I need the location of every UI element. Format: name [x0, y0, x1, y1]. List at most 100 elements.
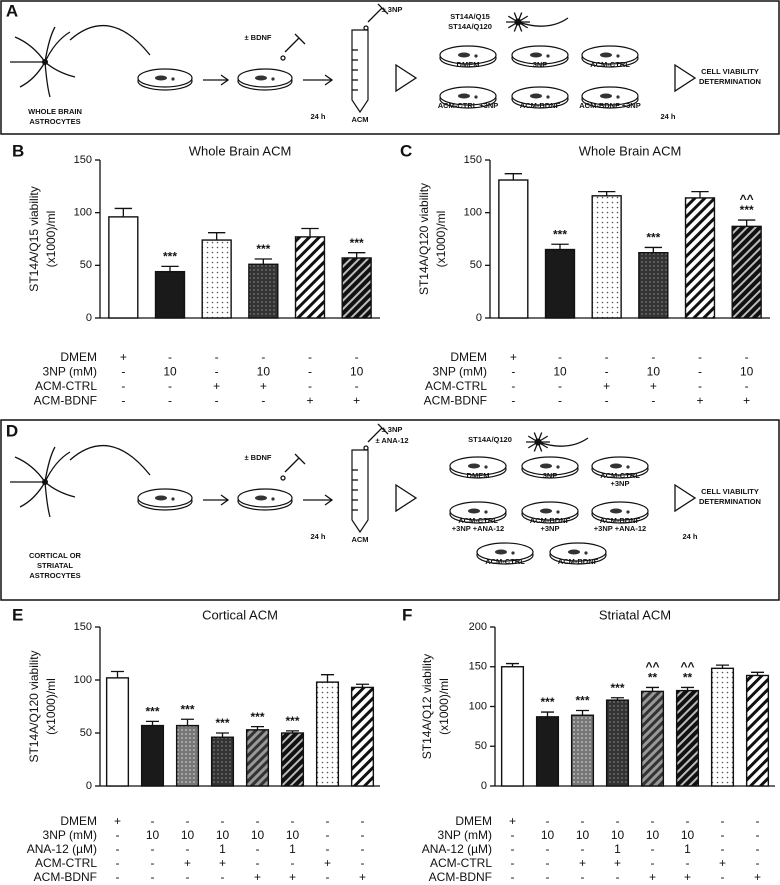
condition-cell: +	[184, 856, 191, 870]
condition-cell: +	[743, 394, 750, 408]
acm-tube	[351, 29, 369, 114]
condition-label: 3NP (mM)	[433, 365, 487, 379]
condition-cell: -	[215, 394, 219, 408]
bar	[500, 666, 525, 787]
condition-cell: 10	[286, 828, 300, 842]
significance-label: ***	[350, 236, 364, 250]
dish-label: ACM-BDNF	[600, 516, 641, 525]
condition-cell: +	[684, 870, 691, 884]
condition-cell: 10	[681, 828, 695, 842]
condition-cell: -	[546, 814, 550, 828]
panel-letter: B	[12, 141, 24, 160]
bar	[140, 724, 165, 787]
condition-cell: -	[168, 379, 172, 393]
significance-label: ^^	[645, 660, 659, 674]
y-tick-label: 150	[464, 154, 482, 166]
condition-cell: -	[511, 870, 515, 884]
y-tick-label: 100	[74, 207, 92, 219]
chart-title: Striatal ACM	[599, 607, 671, 622]
condition-cell: -	[291, 856, 295, 870]
error-bar	[215, 732, 230, 738]
arrow-head	[324, 494, 334, 506]
condition-cell: +	[614, 856, 621, 870]
y-axis-label: (x1000)/ml	[434, 211, 448, 268]
condition-cell: -	[221, 814, 225, 828]
condition-cell: -	[326, 842, 330, 856]
bar	[591, 195, 622, 319]
cell	[546, 54, 550, 58]
condition-cell: +	[213, 379, 220, 393]
condition-cell: -	[756, 814, 760, 828]
error-bar	[575, 709, 590, 716]
significance-label: ***	[740, 203, 754, 217]
significance-label: **	[648, 671, 658, 685]
significance-label: **	[683, 671, 693, 685]
condition-cell: -	[558, 350, 562, 364]
condition-cell: -	[361, 856, 365, 870]
treatment-label: ± BDNF	[244, 453, 271, 462]
condition-cell: 10	[181, 828, 195, 842]
bar	[638, 251, 669, 319]
y-tick-label: 150	[74, 154, 92, 166]
bar	[201, 239, 232, 319]
neuron-body	[514, 18, 522, 26]
error-bar	[504, 173, 523, 181]
condition-cell: 1	[219, 842, 226, 856]
cell-cluster	[468, 508, 480, 514]
time-label: 24 h	[660, 112, 675, 121]
condition-cell: -	[651, 856, 655, 870]
condition-cell: -	[151, 814, 155, 828]
condition-cell: -	[581, 842, 585, 856]
cell	[584, 551, 588, 555]
error-bar	[691, 190, 709, 198]
bar	[210, 736, 235, 787]
astrocyte-body	[42, 479, 48, 485]
source-label: ASTROCYTES	[29, 117, 80, 126]
condition-cell: -	[326, 828, 330, 842]
y-tick-label: 0	[86, 780, 92, 792]
bar	[544, 248, 576, 319]
acm-treatment-label: ± 3NP	[382, 5, 403, 14]
condition-cell: -	[546, 856, 550, 870]
condition-cell: -	[361, 828, 365, 842]
condition-cell: -	[168, 394, 172, 408]
curved-arrow	[69, 445, 151, 476]
dish-label: ACM-CTRL	[600, 471, 640, 480]
source-label: ASTROCYTES	[29, 571, 80, 580]
significance-label: ***	[163, 250, 177, 264]
cell-cluster	[540, 463, 552, 469]
y-axis-label: ST14A/Q12 viability	[420, 654, 434, 759]
condition-label: DMEM	[455, 814, 492, 828]
acm-treatment-label: ± ANA-12	[375, 436, 408, 445]
y-tick-label: 100	[464, 207, 482, 219]
error-bar	[644, 246, 663, 253]
cell	[484, 465, 488, 469]
cell-cluster	[568, 549, 580, 555]
significance-label: ***	[180, 702, 194, 716]
condition-cell: -	[686, 814, 690, 828]
condition-label: ANA-12 (µM)	[27, 842, 97, 856]
error-bar	[347, 252, 366, 258]
condition-cell: -	[605, 350, 609, 364]
condition-cell: -	[511, 379, 515, 393]
condition-cell: -	[546, 842, 550, 856]
condition-cell: -	[558, 394, 562, 408]
source-label: WHOLE BRAIN	[28, 107, 82, 116]
condition-cell: -	[698, 350, 702, 364]
condition-cell: +	[649, 870, 656, 884]
cell-cluster	[155, 75, 167, 81]
condition-cell: -	[121, 365, 125, 379]
condition-cell: -	[186, 842, 190, 856]
error-bar	[540, 711, 555, 717]
error-bar	[597, 190, 616, 196]
significance-label: ***	[610, 681, 624, 695]
condition-cell: -	[616, 814, 620, 828]
condition-cell: 10	[350, 365, 364, 379]
error-bar	[551, 243, 569, 250]
condition-cell: -	[511, 828, 515, 842]
cell	[626, 465, 630, 469]
condition-cell: -	[651, 842, 655, 856]
acm-treatment-label: ± 3NP	[382, 425, 403, 434]
error-bar	[301, 227, 319, 237]
condition-cell: 10	[611, 828, 625, 842]
